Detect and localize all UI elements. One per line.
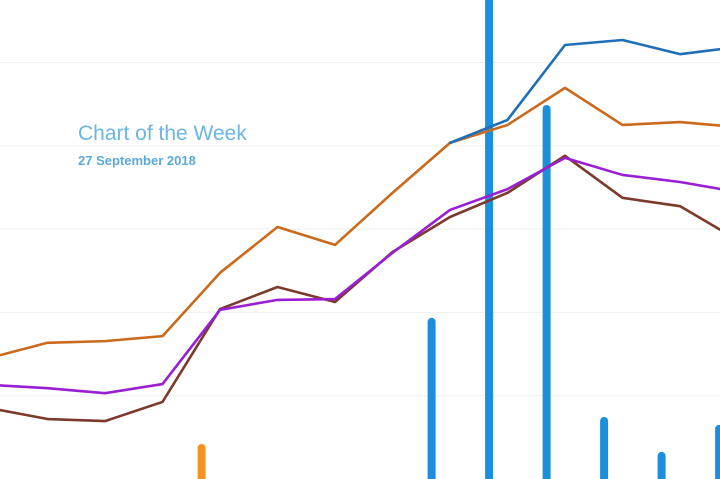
line	[448, 38, 720, 145]
line	[0, 156, 720, 395]
chart-subtitle: 27 September 2018	[78, 153, 196, 168]
bar	[485, 0, 494, 479]
bar	[600, 416, 609, 479]
grid	[0, 61, 720, 397]
bar	[715, 424, 720, 479]
bar	[542, 104, 551, 479]
chart-title: Chart of the Week	[78, 122, 247, 145]
bar	[197, 444, 206, 479]
line	[0, 154, 720, 423]
line	[0, 86, 720, 357]
bar	[427, 317, 436, 479]
bar	[657, 451, 666, 479]
